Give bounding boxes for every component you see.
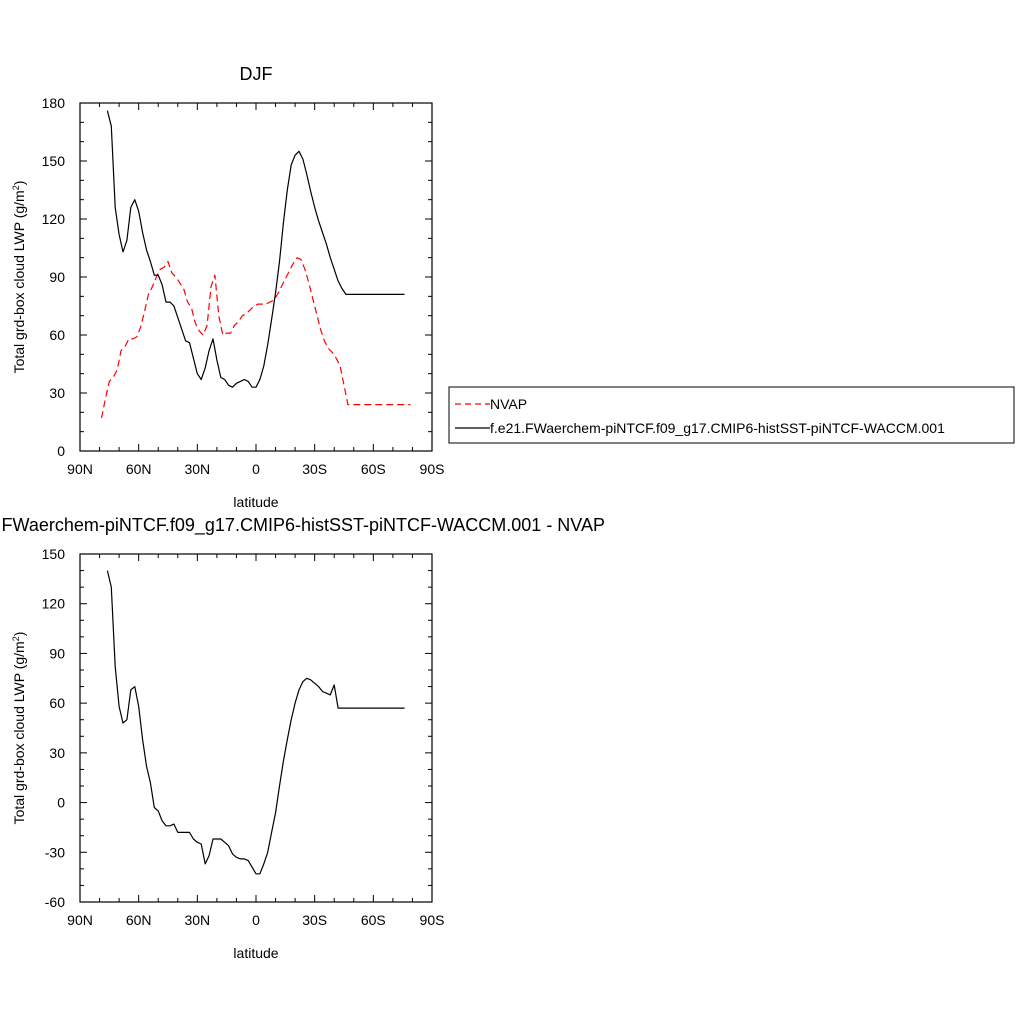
top-y-tick-label: 150: [42, 153, 66, 169]
top-x-tick-label: 60S: [361, 461, 386, 477]
bottom-y-tick-label: 60: [49, 695, 65, 711]
top-panel-xlabel: latitude: [233, 494, 278, 510]
legend-label-model: f.e21.FWaerchem-piNTCF.f09_g17.CMIP6-his…: [490, 420, 945, 436]
top-y-tick-label: 60: [49, 327, 65, 343]
bottom-y-tick-label: -30: [45, 844, 65, 860]
bottom-series-line-0: [106, 570, 405, 875]
bottom-panel-ylabel: Total grd-box cloud LWP (g/m2): [11, 632, 27, 825]
top-panel-title: DJF: [240, 64, 273, 84]
bottom-plot-area: 90N 60N 30N 0 30S 60S 90S -60 -30 0 30 60 90 120 150: [42, 546, 445, 928]
top-plot-area: 90N 60N 30N 0 30S 60S 90S 0 30 60 90 120 150 180: [42, 95, 445, 477]
bottom-y-tick-label: 30: [49, 745, 65, 761]
bottom-x-tick-label: 60N: [126, 912, 152, 928]
top-y-tick-label: 120: [42, 211, 66, 227]
legend-label-nvap: NVAP: [490, 396, 527, 412]
bottom-x-tick-label: 90N: [67, 912, 93, 928]
bottom-y-tick-label: 90: [49, 645, 65, 661]
bottom-x-tick-label: 0: [252, 912, 260, 928]
bottom-y-tick-label: 150: [42, 546, 66, 562]
top-x-tick-label: 60N: [126, 461, 152, 477]
bottom-x-tick-label: 60S: [361, 912, 386, 928]
bottom-y-tick-label: 120: [42, 596, 66, 612]
top-x-tick-label: 30N: [184, 461, 210, 477]
bottom-x-tick-label: 30S: [302, 912, 327, 928]
legend-box: [448, 386, 1015, 444]
top-y-tick-label: 30: [49, 385, 65, 401]
top-plot-frame: [79, 102, 433, 452]
top-series-line-0: [100, 257, 411, 419]
top-y-tick-label: 0: [57, 443, 65, 459]
top-panel: DJF 90N 60N 30N 0 30S 60S 90S0306090120150180 …: [11, 64, 444, 510]
legend: NVAP f.e21.FWaerchem-piNTCF.f09_g17.CMIP…: [448, 386, 1015, 444]
top-x-tick-label: 90S: [420, 461, 445, 477]
bottom-panel: f.e21.FWaerchem-piNTCF.f09_g17.CMIP6-his…: [0, 515, 605, 961]
bottom-x-tick-label: 90S: [420, 912, 445, 928]
top-x-tick-label: 30S: [302, 461, 327, 477]
top-x-tick-label: 0: [252, 461, 260, 477]
bottom-panel-xlabel: latitude: [233, 945, 278, 961]
top-x-tick-label: 90N: [67, 461, 93, 477]
bottom-panel-title: f.e21.FWaerchem-piNTCF.f09_g17.CMIP6-his…: [0, 515, 605, 536]
top-series-line-1: [106, 110, 405, 388]
top-panel-ylabel: Total grd-box cloud LWP (g/m2): [11, 181, 27, 374]
bottom-y-tick-label: -60: [45, 894, 65, 910]
top-y-tick-label: 180: [42, 95, 66, 111]
bottom-x-tick-label: 30N: [184, 912, 210, 928]
bottom-y-tick-label: 0: [57, 795, 65, 811]
top-y-tick-label: 90: [49, 269, 65, 285]
bottom-plot-frame: [79, 553, 433, 903]
